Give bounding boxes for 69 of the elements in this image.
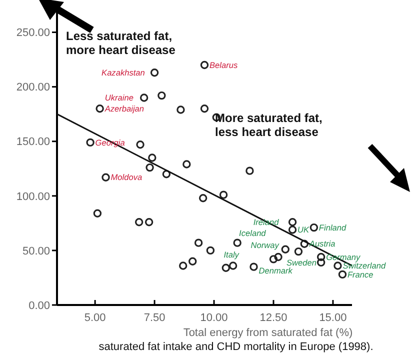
annotation: Ukraine [104, 92, 134, 103]
annotation: Norway [250, 240, 280, 250]
annotation: Kazakhstan [102, 67, 146, 78]
point [316, 258, 326, 267]
point [206, 246, 215, 255]
point [198, 194, 208, 202]
x-tick-label: 15.00 [319, 312, 347, 324]
point [294, 247, 303, 256]
point [188, 257, 197, 266]
point [222, 264, 230, 272]
point [134, 218, 144, 226]
y-tick-label: 200.00 [16, 82, 50, 94]
point [176, 106, 185, 114]
point [281, 245, 290, 254]
point [96, 104, 104, 113]
annotation: Less saturated fat, more heart disease [66, 29, 176, 57]
point [246, 166, 254, 175]
annotation: UK [298, 224, 310, 235]
annotation: Iceland [239, 228, 266, 238]
annotation: Denmark [258, 266, 294, 276]
point [102, 173, 110, 182]
point [86, 138, 94, 147]
annotation: France [347, 269, 374, 280]
point [182, 160, 191, 168]
y-tick-label: 150.00 [16, 136, 50, 148]
point [148, 154, 156, 162]
x-tick-label: 7.50 [144, 312, 166, 324]
point [310, 223, 318, 232]
point [200, 60, 209, 70]
annotation: Belarus [210, 60, 238, 70]
point [300, 240, 309, 248]
point [93, 209, 102, 218]
annotation: Azerbaijan [104, 103, 144, 114]
point [233, 238, 242, 247]
x-tick-label: 12.50 [260, 312, 288, 324]
annotation: Austria [308, 238, 336, 249]
point [136, 140, 144, 149]
point [178, 262, 188, 270]
point [250, 262, 258, 271]
point [158, 91, 166, 100]
point [162, 170, 171, 178]
point [150, 68, 159, 77]
point [144, 218, 154, 226]
point [140, 94, 148, 102]
point [288, 218, 297, 226]
point [316, 252, 326, 262]
x-tick-label: 10.00 [200, 312, 228, 324]
y-tick-label: 0.00 [28, 300, 50, 312]
point [146, 163, 154, 172]
annotation: Finland [318, 222, 347, 232]
annotation: Sweden [286, 257, 317, 268]
point [228, 262, 238, 270]
point [274, 252, 282, 262]
text: saturated fat intake and CHD mortality in Europe (1998). [98, 341, 374, 353]
y-tick-label: 250.00 [16, 27, 50, 40]
x-tick-label: 5.00 [84, 312, 106, 324]
annotation: Moldova [110, 172, 143, 182]
annotation: Italy [224, 250, 240, 260]
x-axis-title: Total energy from saturated fat (%) [183, 327, 353, 339]
point [219, 190, 228, 199]
y-tick-label: 50.00 [22, 245, 50, 258]
point [338, 270, 347, 279]
point [200, 104, 209, 113]
point [334, 262, 342, 270]
point [194, 238, 203, 247]
point [288, 226, 297, 234]
point [269, 255, 278, 264]
annotation: Switzerland [342, 260, 386, 271]
y-tick-label: 100.00 [16, 190, 50, 203]
